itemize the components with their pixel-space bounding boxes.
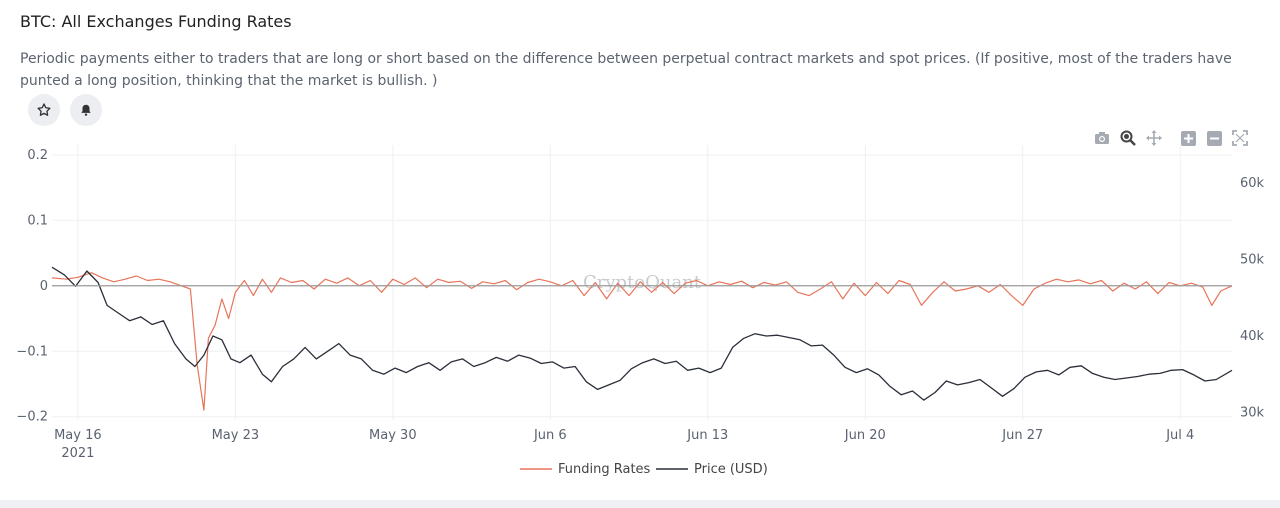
x-tick-label: Jun 27 (1001, 428, 1043, 443)
price-line (51, 266, 1233, 401)
zoom-out-icon[interactable] (1206, 130, 1222, 146)
bell-icon (81, 104, 91, 116)
x-tick-label: Jul 4 (1165, 428, 1194, 443)
star-icon (37, 103, 51, 116)
zoom-in-icon[interactable] (1180, 130, 1196, 146)
x-tick-label: May 16 (54, 428, 102, 443)
x-tick-label: Jun 13 (686, 428, 728, 443)
page-title: BTC: All Exchanges Funding Rates (20, 12, 292, 31)
legend-label: Funding Rates (558, 462, 651, 477)
chart-description: Periodic payments either to traders that… (20, 51, 1232, 89)
y-left-tick-label: 0 (40, 279, 48, 294)
x-tick-sublabel: 2021 (61, 446, 94, 461)
chart-modebar (1094, 130, 1248, 146)
x-tick-label: Jun 6 (533, 428, 567, 443)
y-left-tick-label: −0.1 (16, 344, 48, 359)
x-tick-label: May 23 (212, 428, 260, 443)
legend-label: Price (USD) (694, 462, 768, 477)
watermark: CryptoQuant (583, 272, 702, 293)
zoom-icon[interactable] (1120, 130, 1136, 146)
y-right-tick-label: 40k (1240, 329, 1265, 344)
y-left-tick-label: 0.2 (27, 148, 48, 163)
y-right-tick-label: 50k (1240, 253, 1265, 268)
autoscale-icon[interactable] (1232, 130, 1248, 146)
y-left-tick-label: −0.2 (16, 410, 48, 425)
x-tick-label: Jun 20 (844, 428, 886, 443)
funding-rates-line (51, 272, 1233, 411)
pan-icon[interactable] (1146, 130, 1162, 146)
y-left-tick-label: 0.1 (27, 213, 48, 228)
chart-plot[interactable]: May 16 2021 May 23 May 30 Jun 6 Jun 13 Jun 20 J… (0, 140, 1280, 490)
favorite-button[interactable] (28, 94, 60, 126)
y-right-tick-label: 30k (1240, 405, 1265, 420)
y-right-tick-label: 60k (1240, 176, 1265, 191)
camera-icon[interactable] (1094, 130, 1110, 146)
alert-button[interactable] (70, 94, 102, 126)
x-tick-label: May 30 (369, 428, 417, 443)
